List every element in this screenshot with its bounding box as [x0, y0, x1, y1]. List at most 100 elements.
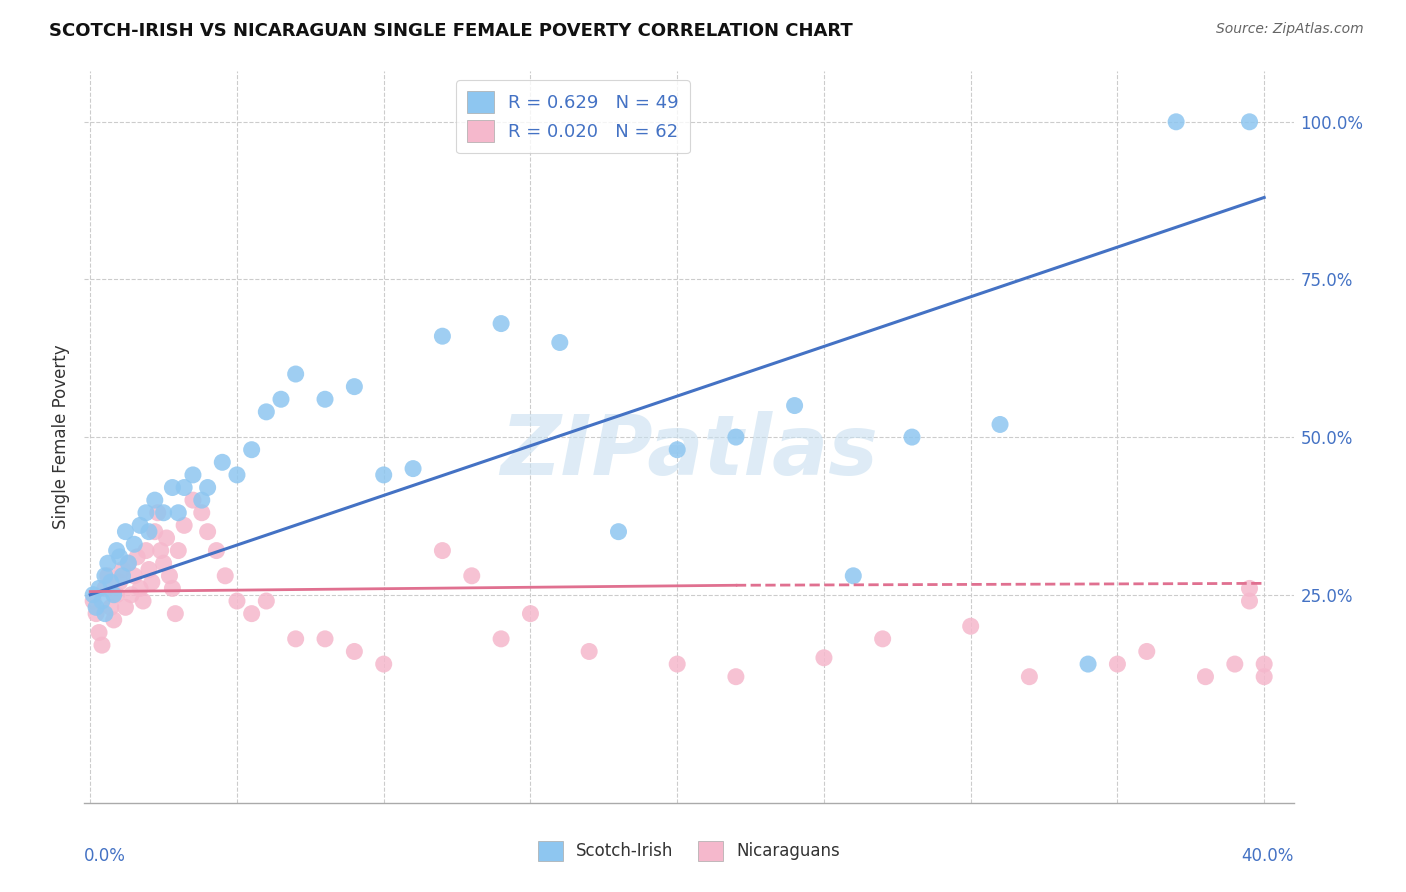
Point	[959, 619, 981, 633]
Point	[87, 582, 110, 596]
Point	[783, 399, 806, 413]
Point	[165, 607, 187, 621]
Point	[167, 506, 190, 520]
Point	[373, 467, 395, 482]
Point	[1166, 115, 1188, 129]
Point	[226, 594, 249, 608]
Point	[114, 600, 136, 615]
Point	[138, 562, 160, 576]
Point	[94, 582, 117, 596]
Point	[141, 575, 163, 590]
Point	[91, 594, 114, 608]
Point	[94, 569, 117, 583]
Point	[578, 644, 600, 658]
Point	[1239, 582, 1261, 596]
Point	[666, 657, 689, 671]
Point	[872, 632, 894, 646]
Point	[1223, 657, 1246, 671]
Point	[842, 569, 865, 583]
Point	[97, 569, 120, 583]
Point	[197, 524, 219, 539]
Point	[117, 556, 139, 570]
Point	[111, 562, 134, 576]
Point	[181, 467, 204, 482]
Point	[1107, 657, 1129, 671]
Y-axis label: Single Female Poverty: Single Female Poverty	[52, 345, 70, 529]
Point	[1018, 670, 1040, 684]
Point	[129, 518, 152, 533]
Point	[402, 461, 425, 475]
Point	[146, 506, 169, 520]
Point	[122, 537, 145, 551]
Point	[988, 417, 1011, 432]
Point	[152, 556, 174, 570]
Point	[607, 524, 630, 539]
Point	[97, 556, 120, 570]
Point	[152, 506, 174, 520]
Point	[108, 575, 131, 590]
Point	[135, 543, 157, 558]
Point	[1253, 657, 1275, 671]
Point	[108, 549, 131, 564]
Point	[432, 329, 454, 343]
Text: 40.0%: 40.0%	[1241, 847, 1294, 864]
Point	[1194, 670, 1216, 684]
Point	[1077, 657, 1099, 671]
Point	[84, 600, 107, 615]
Point	[82, 594, 104, 608]
Point	[489, 632, 512, 646]
Text: Source: ZipAtlas.com: Source: ZipAtlas.com	[1216, 22, 1364, 37]
Point	[162, 481, 184, 495]
Point	[343, 644, 366, 658]
Point	[181, 493, 204, 508]
Point	[240, 607, 263, 621]
Point	[205, 543, 228, 558]
Point	[197, 481, 219, 495]
Text: SCOTCH-IRISH VS NICARAGUAN SINGLE FEMALE POVERTY CORRELATION CHART: SCOTCH-IRISH VS NICARAGUAN SINGLE FEMALE…	[49, 22, 853, 40]
Point	[724, 670, 747, 684]
Point	[143, 524, 166, 539]
Point	[103, 588, 125, 602]
Point	[138, 524, 160, 539]
Point	[114, 524, 136, 539]
Point	[373, 657, 395, 671]
Point	[254, 405, 277, 419]
Point	[135, 506, 157, 520]
Point	[159, 569, 181, 583]
Legend: Scotch-Irish, Nicaraguans: Scotch-Irish, Nicaraguans	[531, 834, 846, 868]
Point	[167, 543, 190, 558]
Point	[100, 575, 122, 590]
Point	[149, 543, 172, 558]
Point	[432, 543, 454, 558]
Point	[314, 632, 336, 646]
Point	[240, 442, 263, 457]
Point	[1239, 115, 1261, 129]
Point	[103, 613, 125, 627]
Point	[87, 625, 110, 640]
Point	[91, 638, 114, 652]
Point	[105, 543, 128, 558]
Point	[226, 467, 249, 482]
Point	[82, 588, 104, 602]
Point	[127, 549, 149, 564]
Point	[461, 569, 484, 583]
Point	[724, 430, 747, 444]
Point	[314, 392, 336, 407]
Point	[211, 455, 233, 469]
Point	[214, 569, 236, 583]
Text: ZIPatlas: ZIPatlas	[501, 411, 877, 492]
Point	[489, 317, 512, 331]
Point	[519, 607, 541, 621]
Point	[122, 569, 145, 583]
Point	[173, 518, 195, 533]
Point	[666, 442, 689, 457]
Point	[1253, 670, 1275, 684]
Point	[120, 588, 142, 602]
Point	[117, 556, 139, 570]
Point	[173, 481, 195, 495]
Point	[548, 335, 571, 350]
Point	[190, 506, 212, 520]
Point	[84, 607, 107, 621]
Point	[155, 531, 177, 545]
Point	[143, 493, 166, 508]
